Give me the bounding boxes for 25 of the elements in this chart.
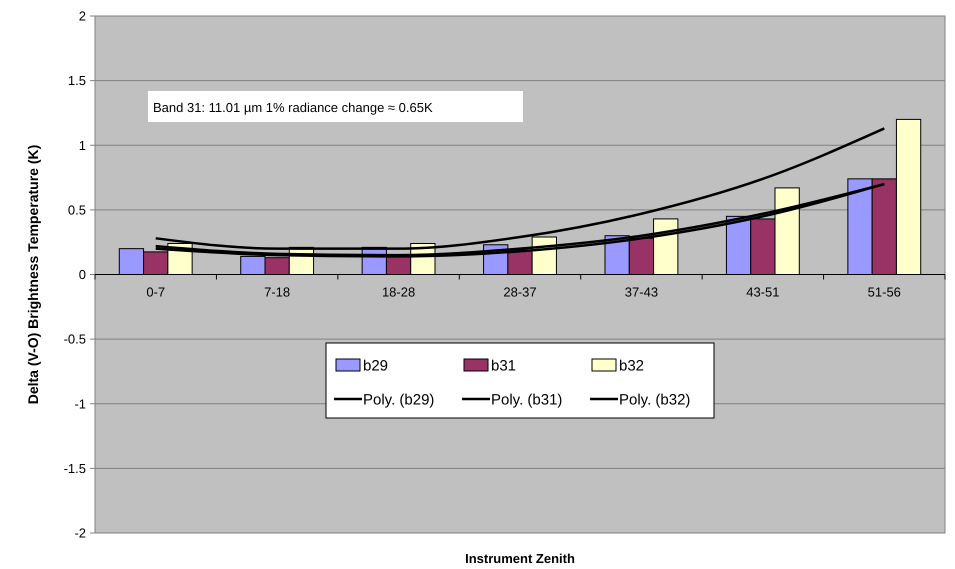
y-tick-label: 1.5 (68, 73, 86, 88)
x-axis-title: Instrument Zenith (465, 551, 575, 566)
y-tick-label: 2 (78, 8, 86, 24)
legend-label: Poly. (b32) (619, 391, 690, 408)
x-tick-label: 51-56 (868, 284, 901, 300)
legend-label: b29 (363, 357, 388, 374)
y-tick-label: -1.5 (64, 460, 86, 476)
legend-label: b32 (619, 357, 644, 374)
x-tick-label: 43-51 (746, 284, 780, 300)
legend-label: b31 (491, 357, 516, 374)
legend-label: Poly. (b29) (363, 391, 434, 408)
x-tick-label: 7-18 (264, 284, 290, 300)
annotation: Band 31: 11.01 µm 1% radiance change ≈ 0.65K (153, 100, 433, 115)
y-tick-label: 1 (78, 138, 86, 153)
y-tick-label: -2 (74, 526, 86, 541)
x-tick-label: 37-43 (624, 284, 658, 300)
x-tick-label: 18-28 (382, 284, 416, 300)
y-tick-label: 0.5 (68, 202, 86, 218)
y-tick-label: -1 (74, 396, 86, 412)
y-tick-label: 0 (78, 267, 86, 282)
x-tick-label: 0-7 (146, 284, 166, 300)
y-tick-label: -0.5 (64, 332, 86, 347)
x-tick-label: 28-37 (503, 284, 537, 300)
legend-label: Poly. (b31) (491, 391, 562, 408)
y-axis-title: Delta (V-O) Brightness Temperature (K) (25, 144, 41, 404)
